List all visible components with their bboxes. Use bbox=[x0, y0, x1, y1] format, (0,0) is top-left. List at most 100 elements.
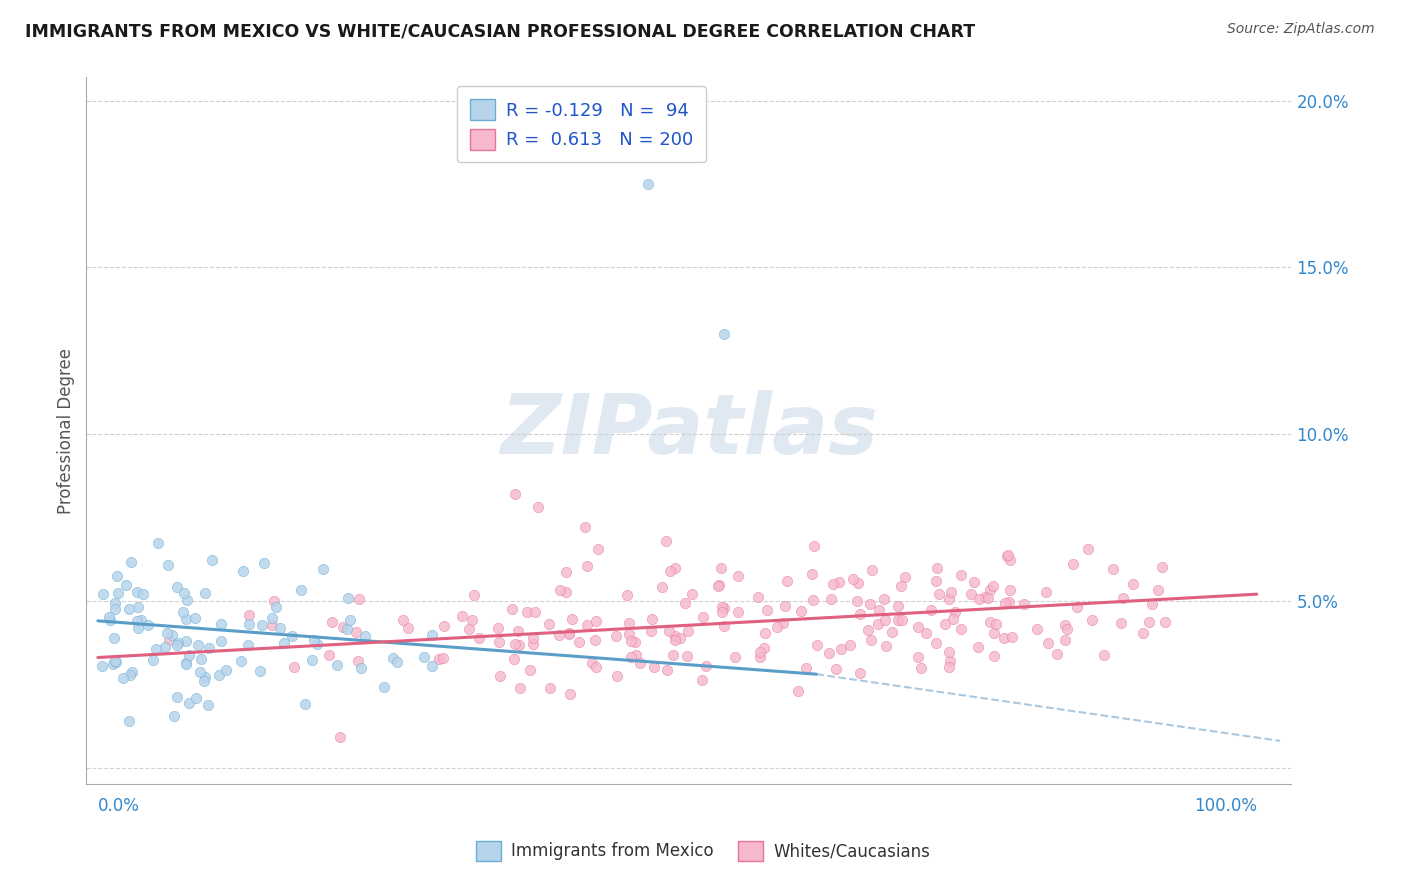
Point bbox=[623, 635, 645, 649]
Point bbox=[605, 669, 627, 683]
Point bbox=[724, 649, 747, 664]
Point bbox=[337, 591, 360, 606]
Point bbox=[177, 648, 200, 662]
Point bbox=[509, 681, 531, 695]
Point bbox=[229, 654, 252, 668]
Point bbox=[1035, 585, 1057, 599]
Point bbox=[997, 549, 1019, 563]
Point bbox=[121, 665, 143, 679]
Point bbox=[727, 569, 749, 583]
Point bbox=[1122, 577, 1144, 591]
Text: 0.0%: 0.0% bbox=[98, 797, 139, 815]
Point bbox=[1081, 614, 1104, 628]
Point bbox=[875, 614, 897, 628]
Point bbox=[193, 673, 215, 688]
Point bbox=[846, 575, 869, 590]
Point bbox=[690, 673, 713, 687]
Point bbox=[755, 603, 778, 617]
Point bbox=[176, 593, 198, 607]
Point bbox=[329, 730, 352, 744]
Point bbox=[925, 635, 948, 649]
Point bbox=[938, 645, 960, 659]
Point bbox=[585, 615, 607, 629]
Point bbox=[538, 617, 561, 632]
Point bbox=[754, 641, 776, 656]
Point bbox=[658, 624, 681, 639]
Point bbox=[190, 665, 212, 679]
Point bbox=[692, 609, 714, 624]
Point bbox=[1046, 648, 1069, 662]
Point bbox=[664, 629, 686, 643]
Point bbox=[508, 624, 530, 638]
Point bbox=[575, 617, 598, 632]
Point bbox=[624, 648, 647, 662]
Point bbox=[790, 604, 813, 618]
Point bbox=[273, 636, 295, 650]
Point bbox=[934, 617, 956, 632]
Point bbox=[776, 574, 799, 588]
Point bbox=[354, 629, 377, 643]
Point bbox=[984, 617, 1007, 632]
Point bbox=[858, 624, 880, 638]
Point bbox=[201, 553, 224, 567]
Point bbox=[963, 575, 986, 590]
Point bbox=[162, 628, 184, 642]
Point bbox=[894, 570, 917, 584]
Point bbox=[451, 609, 474, 624]
Point bbox=[432, 650, 454, 665]
Point bbox=[558, 687, 581, 701]
Point bbox=[131, 587, 153, 601]
Point bbox=[641, 612, 664, 626]
Point bbox=[620, 649, 643, 664]
Text: IMMIGRANTS FROM MEXICO VS WHITE/CAUCASIAN PROFESSIONAL DEGREE CORRELATION CHART: IMMIGRANTS FROM MEXICO VS WHITE/CAUCASIA… bbox=[25, 22, 976, 40]
Point bbox=[748, 649, 770, 664]
Point bbox=[713, 619, 735, 633]
Point bbox=[983, 648, 1005, 663]
Point bbox=[283, 660, 305, 674]
Point bbox=[103, 631, 125, 645]
Point bbox=[301, 653, 323, 667]
Point bbox=[548, 628, 571, 642]
Point bbox=[561, 612, 583, 626]
Point bbox=[172, 605, 194, 619]
Point bbox=[105, 569, 128, 583]
Point bbox=[661, 648, 683, 662]
Point bbox=[142, 653, 165, 667]
Point bbox=[920, 603, 942, 617]
Point bbox=[1062, 557, 1084, 571]
Point bbox=[127, 599, 149, 614]
Point bbox=[166, 636, 188, 650]
Point bbox=[868, 602, 890, 616]
Point bbox=[117, 601, 139, 615]
Point bbox=[183, 611, 205, 625]
Point bbox=[238, 617, 260, 632]
Point bbox=[772, 615, 794, 630]
Point bbox=[302, 633, 325, 648]
Point bbox=[801, 593, 824, 607]
Point bbox=[420, 659, 443, 673]
Point bbox=[105, 655, 128, 669]
Point bbox=[527, 500, 550, 515]
Point bbox=[97, 609, 120, 624]
Point bbox=[145, 641, 167, 656]
Point bbox=[872, 591, 894, 606]
Point bbox=[129, 614, 152, 628]
Point bbox=[981, 579, 1004, 593]
Point bbox=[630, 656, 652, 670]
Point bbox=[125, 585, 148, 599]
Point bbox=[344, 624, 367, 639]
Point bbox=[269, 621, 291, 635]
Point bbox=[1012, 597, 1035, 611]
Point bbox=[281, 629, 304, 643]
Point bbox=[925, 574, 948, 589]
Point bbox=[949, 567, 972, 582]
Point bbox=[103, 657, 125, 671]
Point bbox=[290, 583, 312, 598]
Point bbox=[710, 605, 733, 619]
Text: 100.0%: 100.0% bbox=[1194, 797, 1257, 815]
Point bbox=[998, 553, 1021, 567]
Point bbox=[849, 665, 872, 680]
Point bbox=[326, 657, 349, 672]
Point bbox=[605, 629, 627, 643]
Point bbox=[318, 648, 340, 662]
